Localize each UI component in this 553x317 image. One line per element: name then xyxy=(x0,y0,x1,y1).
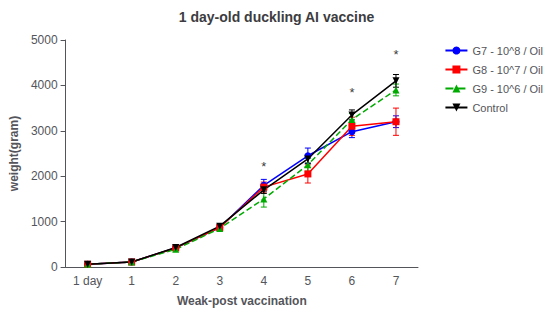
svg-text:Weak-post vaccination: Weak-post vaccination xyxy=(177,294,307,308)
svg-text:Control: Control xyxy=(472,102,507,114)
svg-text:*: * xyxy=(393,47,398,62)
svg-text:2000: 2000 xyxy=(31,169,58,183)
svg-text:4: 4 xyxy=(260,274,267,288)
svg-text:G8 - 10^7 / Oil: G8 - 10^7 / Oil xyxy=(472,64,543,76)
svg-text:1 day: 1 day xyxy=(73,274,102,288)
svg-text:1000: 1000 xyxy=(31,215,58,229)
svg-text:6: 6 xyxy=(349,274,356,288)
svg-text:7: 7 xyxy=(393,274,400,288)
svg-text:*: * xyxy=(349,85,354,100)
svg-text:1 day-old duckling AI vaccine: 1 day-old duckling AI vaccine xyxy=(179,9,375,25)
svg-text:weight(gram): weight(gram) xyxy=(7,116,21,192)
svg-text:2: 2 xyxy=(172,274,179,288)
svg-text:3: 3 xyxy=(216,274,223,288)
svg-text:1: 1 xyxy=(128,274,135,288)
svg-text:4000: 4000 xyxy=(31,78,58,92)
svg-text:5000: 5000 xyxy=(31,33,58,47)
svg-text:3000: 3000 xyxy=(31,124,58,138)
svg-text:G9 - 10^6 / Oil: G9 - 10^6 / Oil xyxy=(472,83,543,95)
svg-text:*: * xyxy=(261,159,266,174)
svg-text:G7 - 10^8 / Oil: G7 - 10^8 / Oil xyxy=(472,45,543,57)
svg-text:0: 0 xyxy=(51,260,58,274)
svg-text:5: 5 xyxy=(305,274,312,288)
